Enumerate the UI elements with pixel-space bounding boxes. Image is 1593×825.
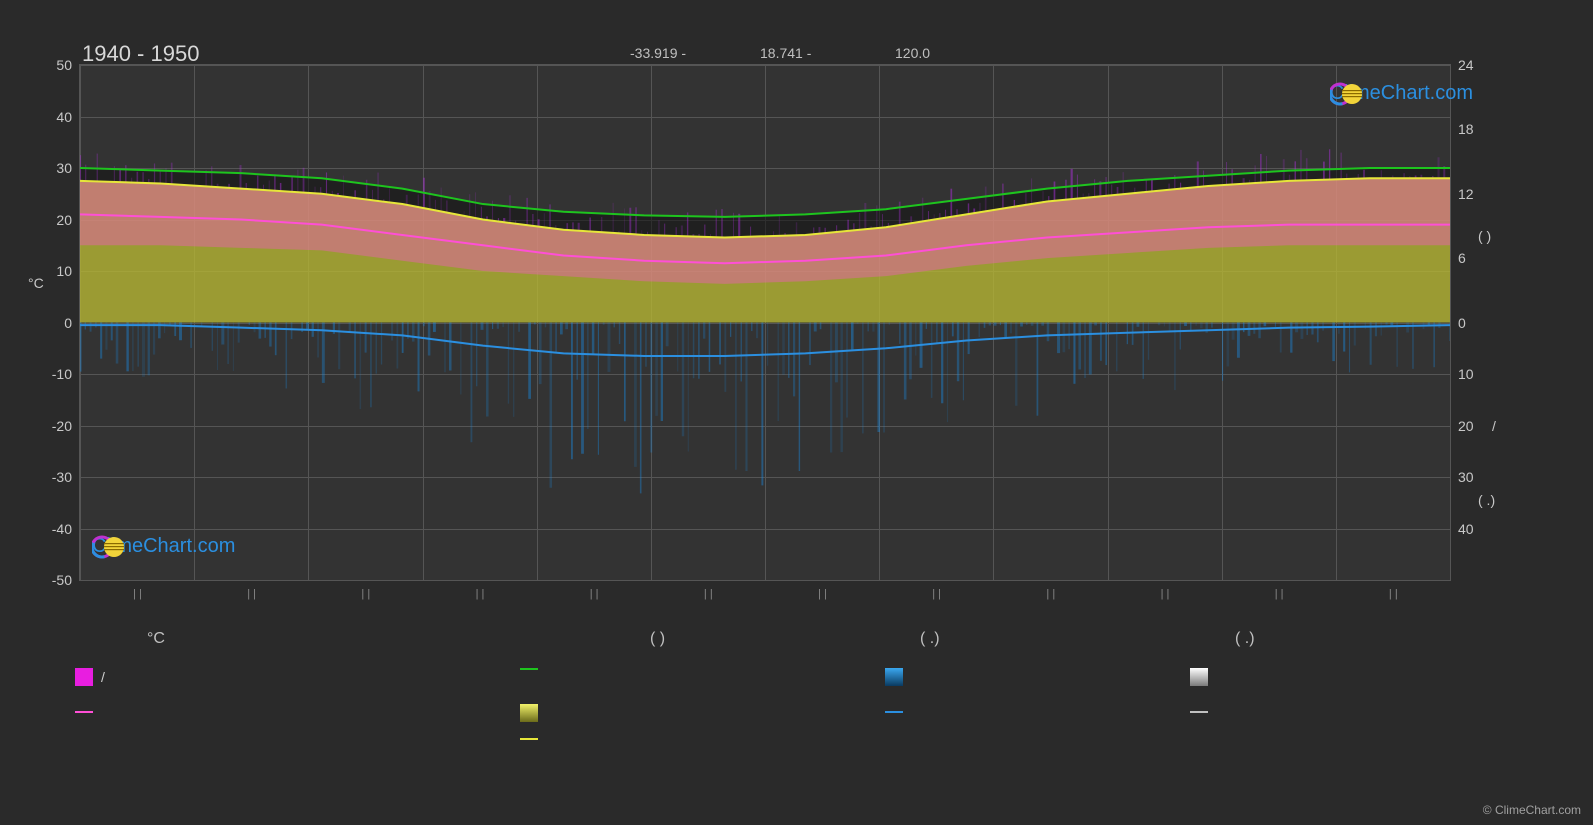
legend-header-3: ( .)	[920, 630, 940, 648]
right-axis-frag-3: ( .)	[1478, 492, 1495, 508]
x-tick: | |	[590, 588, 599, 600]
y-tick-left: 20	[32, 212, 72, 228]
legend-swatch	[75, 668, 93, 686]
y-tick-left: 50	[32, 57, 72, 73]
x-tick: | |	[1389, 588, 1398, 600]
y-tick-left: 30	[32, 160, 72, 176]
y-tick-right-top: 24	[1458, 57, 1498, 73]
legend-swatch	[520, 668, 538, 670]
x-tick: | |	[932, 588, 941, 600]
legend-item	[885, 668, 911, 686]
y-tick-right-bottom: 40	[1458, 521, 1498, 537]
legend-swatch	[885, 711, 903, 713]
y-tick-left: 40	[32, 109, 72, 125]
meta-latitude: -33.919 -	[630, 45, 686, 61]
legend-swatch	[1190, 711, 1208, 713]
y-tick-left: -10	[32, 366, 72, 382]
legend-header-1: °C	[147, 630, 165, 648]
legend-header-2: ( )	[650, 630, 665, 648]
legend-swatch	[885, 668, 903, 686]
y-tick-left: -20	[32, 418, 72, 434]
plot-svg	[80, 65, 1450, 580]
legend-item	[1190, 668, 1216, 686]
y-tick-right-bottom: 10	[1458, 366, 1498, 382]
x-tick: | |	[133, 588, 142, 600]
x-tick: | |	[1275, 588, 1284, 600]
legend-header-4: ( .)	[1235, 630, 1255, 648]
legend-item	[1190, 711, 1216, 713]
legend-item	[885, 711, 911, 713]
brand-logo-bottom: ClimeChart.com	[92, 535, 235, 558]
y-tick-left: -40	[32, 521, 72, 537]
x-tick: | |	[818, 588, 827, 600]
legend-swatch	[520, 738, 538, 740]
x-tick: | |	[247, 588, 256, 600]
y-tick-left: -50	[32, 572, 72, 588]
meta-altitude: 120.0	[895, 45, 930, 61]
legend-item	[520, 704, 546, 722]
y-tick-left: 10	[32, 263, 72, 279]
y-tick-right-top: 18	[1458, 121, 1498, 137]
climate-chart: 1940 - 1950 -33.919 - 18.741 - 120.0 °C …	[0, 0, 1593, 825]
legend-item	[75, 711, 101, 713]
legend-label: /	[101, 669, 105, 685]
y-tick-right-top: 6	[1458, 250, 1498, 266]
brand-icon	[1330, 80, 1364, 108]
y-tick-right-top: 12	[1458, 186, 1498, 202]
y-tick-right-top: 0	[1458, 315, 1498, 331]
x-tick: | |	[476, 588, 485, 600]
legend-swatch	[1190, 668, 1208, 686]
x-tick: | |	[1046, 588, 1055, 600]
y-tick-left: 0	[32, 315, 72, 331]
legend-swatch	[520, 704, 538, 722]
x-tick: | |	[1161, 588, 1170, 600]
year-range-title: 1940 - 1950	[82, 41, 199, 67]
legend-item	[520, 738, 546, 740]
meta-longitude: 18.741 -	[760, 45, 811, 61]
y-tick-right-bottom: 20	[1458, 418, 1498, 434]
y-tick-left: -30	[32, 469, 72, 485]
legend-swatch	[75, 711, 93, 713]
brand-icon	[92, 533, 126, 561]
legend-item	[520, 668, 546, 670]
x-tick: | |	[361, 588, 370, 600]
y-tick-right-bottom: 30	[1458, 469, 1498, 485]
legend-item: /	[75, 668, 105, 686]
brand-logo-top: ClimeChart.com	[1330, 82, 1473, 105]
right-axis-frag-1: ( )	[1478, 228, 1491, 244]
x-tick: | |	[704, 588, 713, 600]
copyright: © ClimeChart.com	[1483, 803, 1581, 817]
